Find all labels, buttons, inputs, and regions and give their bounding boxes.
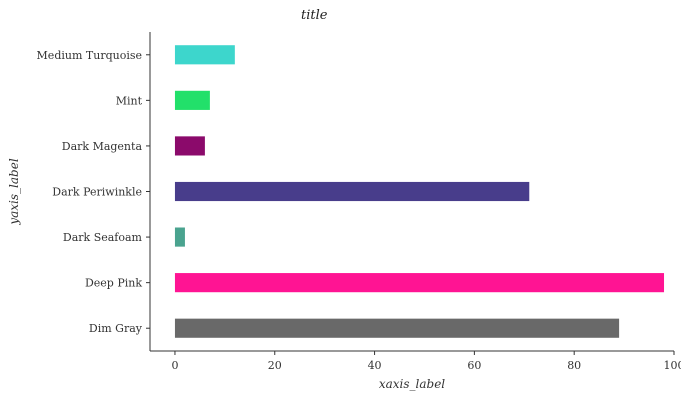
x-tick-label-80: 80 [567,359,581,372]
y-tick-label-mint: Mint [116,94,143,107]
y-tick-label-dark-seafoam: Dark Seafoam [63,231,143,244]
y-tick-label-deep-pink: Deep Pink [85,277,142,290]
bar-dark-seafoam [174,227,185,247]
y-tick-label-dark-periwinkle: Dark Periwinkle [52,186,142,199]
bar-mint [174,90,210,110]
x-tick-label-20: 20 [268,359,282,372]
y-axis-label: yaxis_label [7,158,21,225]
x-tick-label-40: 40 [368,359,382,372]
y-tick-label-dim-gray: Dim Gray [89,322,143,335]
y-tick-label-medium-turquoise: Medium Turquoise [37,49,142,62]
bar-dim-gray [174,318,620,338]
bars-group [174,45,665,338]
y-tick-label-dark-magenta: Dark Magenta [62,140,143,153]
chart-title: title [301,8,328,23]
x-tick-label-0: 0 [171,359,178,372]
bar-dark-periwinkle [174,181,530,202]
x-axis-ticks: 0 20 40 60 80 100 [171,351,681,372]
y-axis-ticks: Dim Gray Deep Pink Dark Seafoam Dark Periwi… [37,49,150,335]
x-tick-label-100: 100 [664,359,681,372]
bar-medium-turquoise [174,45,235,65]
x-axis-label: xaxis_label [379,377,445,391]
bar-deep-pink [174,273,665,293]
bar-dark-magenta [174,136,205,156]
x-tick-label-60: 60 [467,359,481,372]
